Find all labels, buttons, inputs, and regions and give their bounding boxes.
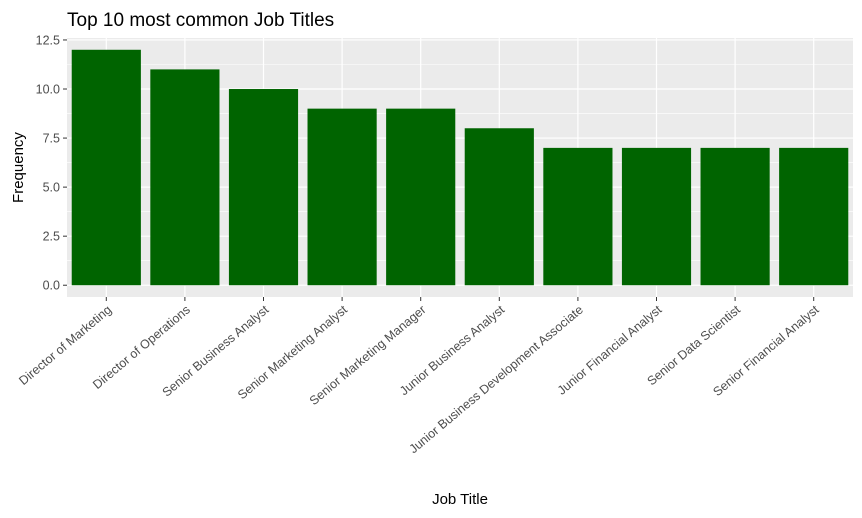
y-axis-title: Frequency — [10, 132, 27, 203]
bar — [621, 147, 692, 286]
bar — [464, 128, 534, 286]
bar — [150, 69, 220, 286]
y-tick-label: 12.5 — [36, 33, 60, 47]
chart-title: Top 10 most common Job Titles — [67, 10, 334, 31]
bar — [71, 49, 141, 286]
bar — [386, 108, 456, 286]
bar — [543, 147, 613, 286]
y-tick-label: 5.0 — [43, 181, 60, 195]
x-axis-title: Job Title — [432, 491, 488, 508]
y-tick-label: 0.0 — [43, 279, 60, 293]
bar — [228, 89, 299, 286]
x-tick-label: Junior Business Development Associate — [407, 303, 586, 457]
bar — [700, 147, 770, 286]
y-tick-label: 2.5 — [43, 230, 60, 244]
bar — [779, 147, 849, 286]
y-tick-label: 10.0 — [36, 83, 60, 97]
bars — [71, 49, 849, 286]
y-axis: 0.0 2.5 5.0 7.5 10.0 12.5 — [36, 33, 67, 293]
bar — [307, 108, 377, 286]
y-tick-label: 7.5 — [43, 132, 60, 146]
